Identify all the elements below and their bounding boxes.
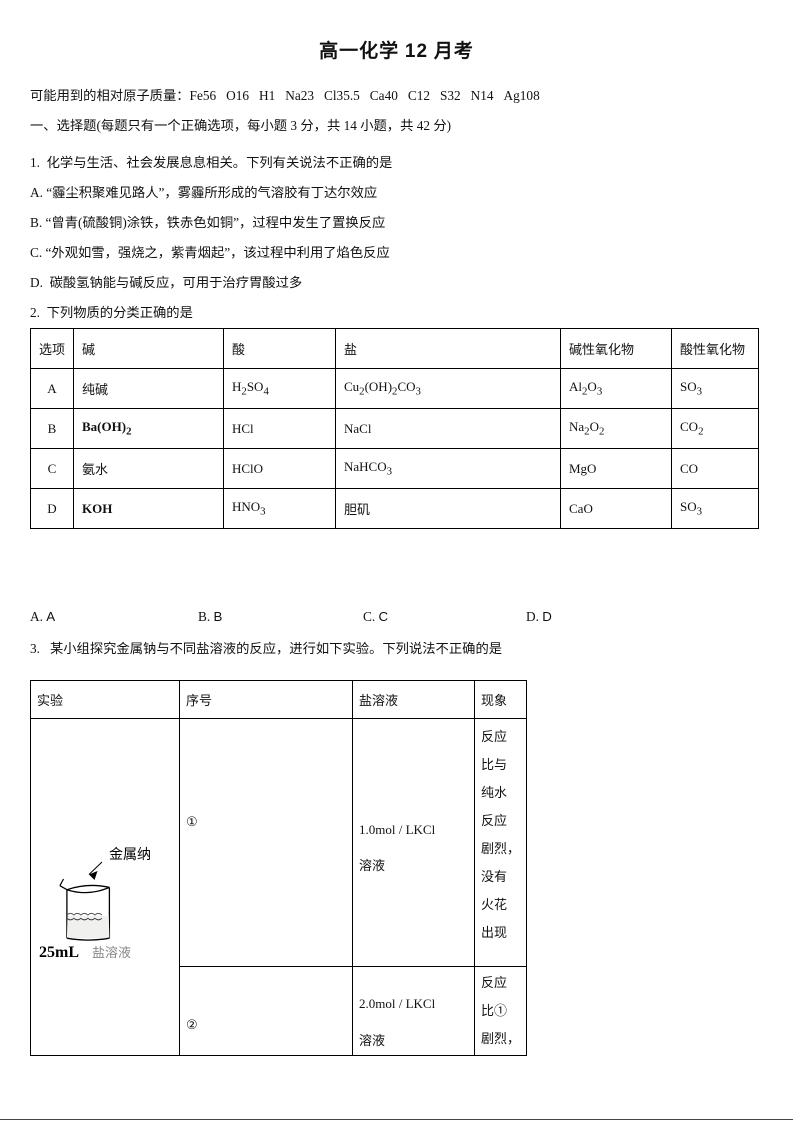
svg-text:25mL: 25mL [39, 944, 79, 961]
svg-text:盐溶液: 盐溶液 [92, 945, 131, 960]
svg-text:金属纳: 金属纳 [109, 847, 151, 863]
